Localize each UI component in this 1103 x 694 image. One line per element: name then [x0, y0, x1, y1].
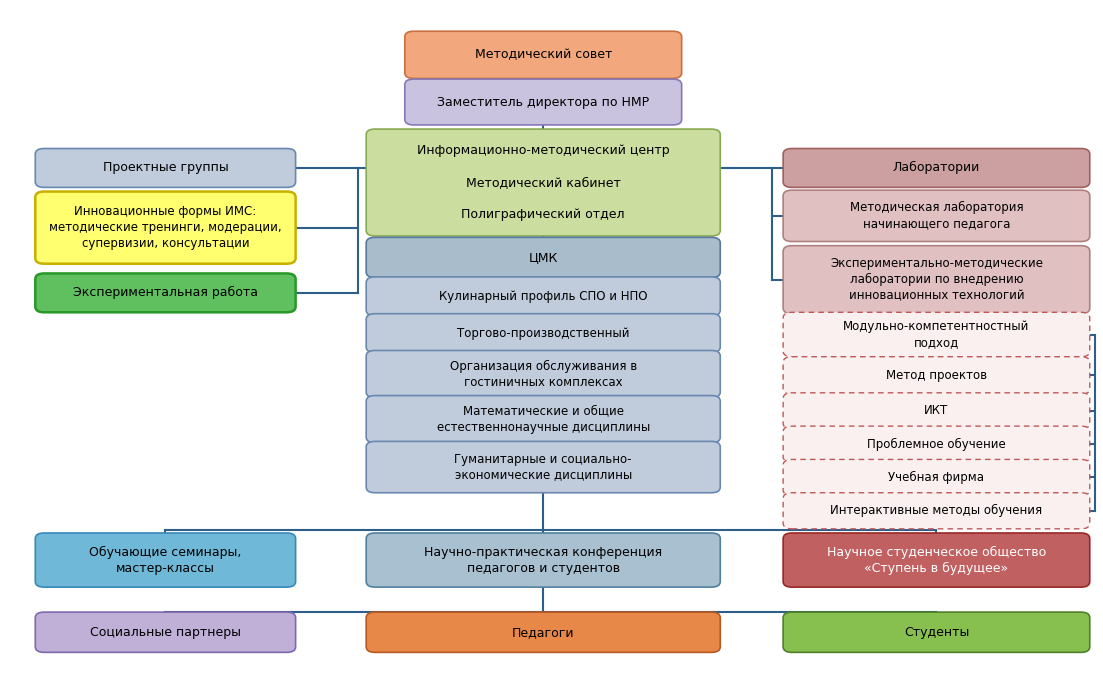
Text: Математические и общие
естественнонаучные дисциплины: Математические и общие естественнонаучны…	[437, 405, 650, 434]
FancyBboxPatch shape	[783, 426, 1090, 462]
FancyBboxPatch shape	[405, 31, 682, 78]
Text: Учебная фирма: Учебная фирма	[888, 471, 985, 484]
FancyBboxPatch shape	[405, 79, 682, 125]
Text: ИКТ: ИКТ	[924, 405, 949, 417]
FancyBboxPatch shape	[366, 129, 720, 236]
Text: Инновационные формы ИМС:
методические тренинги, модерации,
супервизии, консульта: Инновационные формы ИМС: методические тр…	[50, 205, 281, 250]
FancyBboxPatch shape	[783, 533, 1090, 587]
FancyBboxPatch shape	[35, 612, 296, 652]
Text: Лаборатории: Лаборатории	[892, 162, 981, 174]
Text: Научно-практическая конференция
педагогов и студентов: Научно-практическая конференция педагого…	[425, 545, 662, 575]
FancyBboxPatch shape	[35, 192, 296, 264]
FancyBboxPatch shape	[783, 612, 1090, 652]
Text: Проблемное обучение: Проблемное обучение	[867, 438, 1006, 450]
Text: Экспериментально-методические
лаборатории по внедрению
инновационных технологий: Экспериментально-методические лаборатори…	[829, 257, 1043, 303]
FancyBboxPatch shape	[366, 277, 720, 316]
Text: Метод проектов: Метод проектов	[886, 369, 987, 382]
FancyBboxPatch shape	[783, 246, 1090, 314]
FancyBboxPatch shape	[783, 190, 1090, 242]
FancyBboxPatch shape	[783, 357, 1090, 394]
Text: Заместитель директора по НМР: Заместитель директора по НМР	[437, 96, 650, 108]
FancyBboxPatch shape	[783, 459, 1090, 496]
FancyBboxPatch shape	[783, 149, 1090, 187]
Text: Проектные группы: Проектные группы	[103, 162, 228, 174]
FancyBboxPatch shape	[35, 273, 296, 312]
Text: Обучающие семинары,
мастер-классы: Обучающие семинары, мастер-классы	[89, 545, 242, 575]
FancyBboxPatch shape	[366, 314, 720, 353]
FancyBboxPatch shape	[366, 350, 720, 398]
Text: Студенты: Студенты	[903, 626, 970, 638]
FancyBboxPatch shape	[366, 396, 720, 443]
Text: Экспериментальная работа: Экспериментальная работа	[73, 287, 258, 299]
Text: Торгово-производственный: Торгово-производственный	[457, 327, 630, 339]
FancyBboxPatch shape	[366, 533, 720, 587]
Text: Методическая лаборатория
начинающего педагога: Методическая лаборатория начинающего пед…	[849, 201, 1024, 230]
Text: Педагоги: Педагоги	[512, 626, 575, 638]
FancyBboxPatch shape	[35, 149, 296, 187]
Text: Кулинарный профиль СПО и НПО: Кулинарный профиль СПО и НПО	[439, 290, 647, 303]
Text: Интерактивные методы обучения: Интерактивные методы обучения	[831, 505, 1042, 517]
Text: Модульно-компетентностный
подход: Модульно-компетентностный подход	[844, 320, 1029, 349]
Text: Гуманитарные и социально-
экономические дисциплины: Гуманитарные и социально- экономические …	[454, 452, 632, 482]
FancyBboxPatch shape	[366, 441, 720, 493]
Text: Социальные партнеры: Социальные партнеры	[90, 626, 240, 638]
FancyBboxPatch shape	[783, 393, 1090, 429]
FancyBboxPatch shape	[366, 237, 720, 278]
Text: ЦМК: ЦМК	[528, 251, 558, 264]
Text: Методический совет: Методический совет	[474, 49, 612, 61]
FancyBboxPatch shape	[35, 533, 296, 587]
FancyBboxPatch shape	[783, 493, 1090, 529]
Text: Организация обслуживания в
гостиничных комплексах: Организация обслуживания в гостиничных к…	[450, 359, 636, 389]
FancyBboxPatch shape	[366, 612, 720, 652]
FancyBboxPatch shape	[783, 312, 1090, 357]
Text: Научное студенческое общество
«Ступень в будущее»: Научное студенческое общество «Ступень в…	[827, 545, 1046, 575]
Text: Информационно-методический центр

Методический кабинет

Полиграфический отдел: Информационно-методический центр Методич…	[417, 144, 670, 221]
